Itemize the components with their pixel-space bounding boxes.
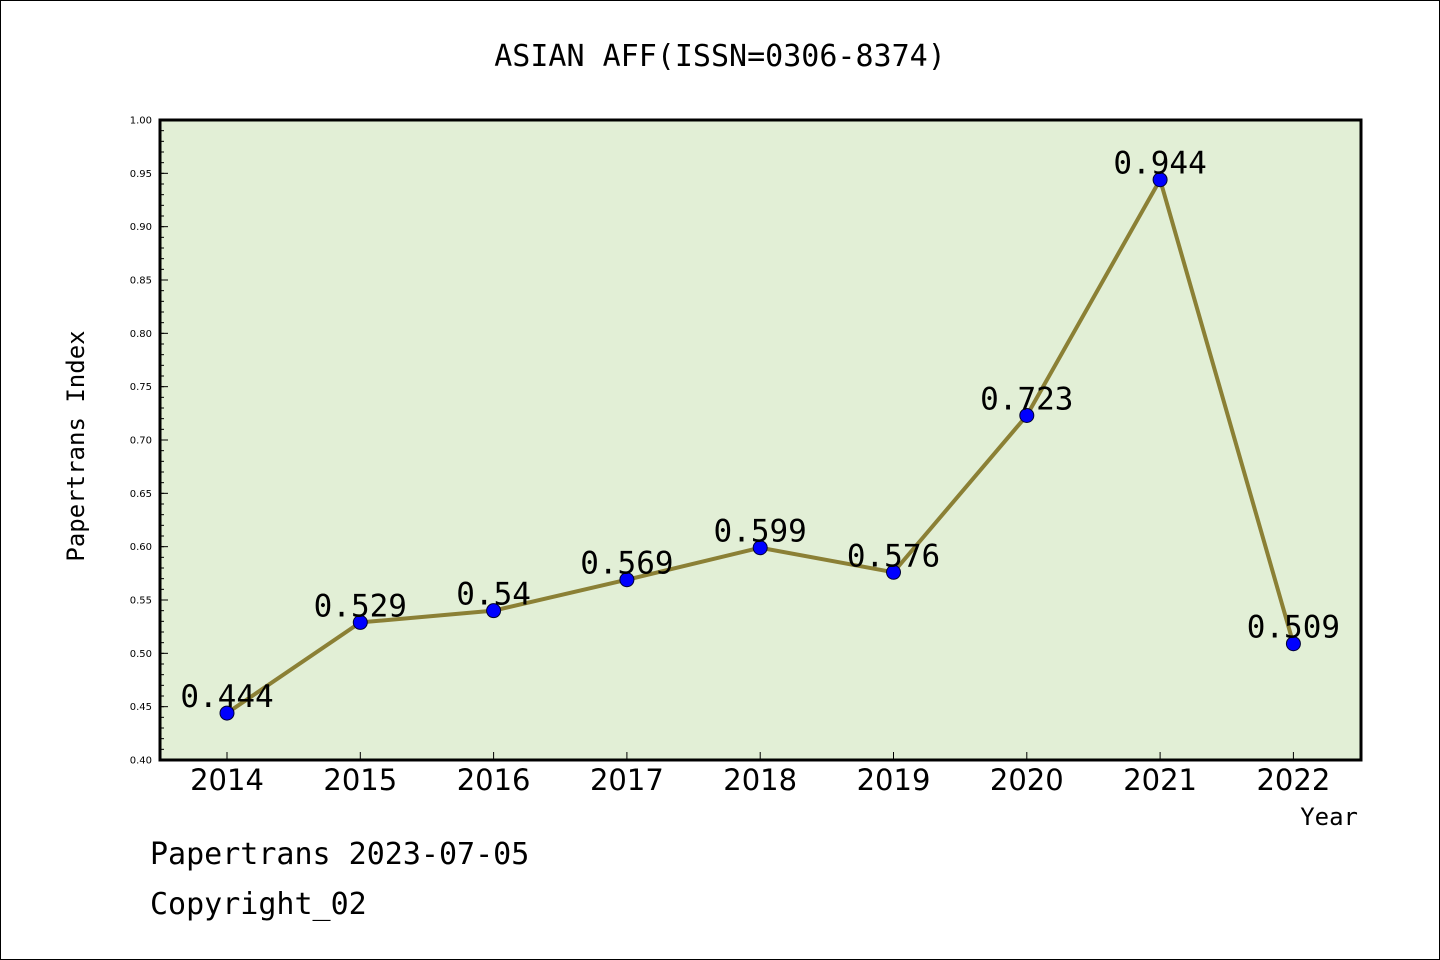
y-tick-label: 0.40 <box>130 756 152 767</box>
x-tick-label: 2017 <box>590 763 664 797</box>
x-tick-label: 2021 <box>1123 763 1197 797</box>
data-point <box>752 540 768 556</box>
footer-copyright: Copyright_02 <box>150 887 367 922</box>
data-point <box>1285 636 1301 652</box>
data-label: 0.723 <box>980 381 1073 417</box>
y-tick-label: 0.90 <box>130 222 152 233</box>
data-label: 0.444 <box>180 679 273 715</box>
footer-date: Papertrans 2023-07-05 <box>150 837 529 872</box>
data-label: 0.569 <box>580 546 673 582</box>
y-tick-label: 0.60 <box>130 542 152 553</box>
y-tick-label: 0.50 <box>130 649 152 660</box>
data-point <box>619 572 635 588</box>
data-point <box>1019 407 1035 423</box>
y-tick-label: 0.55 <box>130 596 152 607</box>
y-tick-label: 0.95 <box>130 169 152 180</box>
data-label: 0.509 <box>1247 610 1340 646</box>
data-label: 0.944 <box>1113 146 1206 182</box>
y-tick-label: 0.45 <box>130 702 152 713</box>
x-axis: 2014 2015 2016 2017 2018 2019 2020 2021 2022 <box>190 752 1330 797</box>
data-point <box>1152 172 1168 188</box>
x-tick-label: 2020 <box>990 763 1064 797</box>
series-group: 0.444 0.529 0.54 0.569 0.599 0.576 0.723 0.944 0… <box>180 146 1340 721</box>
x-tick-label: 2022 <box>1256 763 1330 797</box>
data-label: 0.529 <box>314 588 407 624</box>
y-tick-label: 0.70 <box>130 436 152 447</box>
y-axis-label: Papertrans Index <box>62 330 90 561</box>
y-tick-label: 0.75 <box>130 382 152 393</box>
chart-title: ASIAN AFF(ISSN=0306-8374) <box>494 39 946 74</box>
data-label: 0.576 <box>847 538 940 574</box>
data-point <box>886 564 901 580</box>
x-tick-label: 2018 <box>723 763 797 797</box>
x-tick-label: 2014 <box>190 763 264 797</box>
y-tick-label: 0.65 <box>130 489 152 500</box>
data-point <box>486 603 502 619</box>
data-point <box>219 705 235 721</box>
y-tick-label: 1.00 <box>130 116 152 127</box>
x-tick-label: 2019 <box>857 763 931 797</box>
plot-area <box>158 118 1363 762</box>
x-tick-label: 2015 <box>323 763 397 797</box>
y-tick-label: 0.85 <box>130 276 152 287</box>
y-axis: 0.40 0.45 0.50 0.55 0.60 0.65 0.70 0.75 0.80 0.85… <box>130 116 168 767</box>
data-label: 0.599 <box>714 514 807 550</box>
x-tick-label: 2016 <box>457 763 531 797</box>
y-tick-label: 0.80 <box>130 329 152 340</box>
data-label: 0.54 <box>456 577 531 613</box>
data-point <box>352 614 368 630</box>
x-axis-label: Year <box>1300 803 1358 831</box>
